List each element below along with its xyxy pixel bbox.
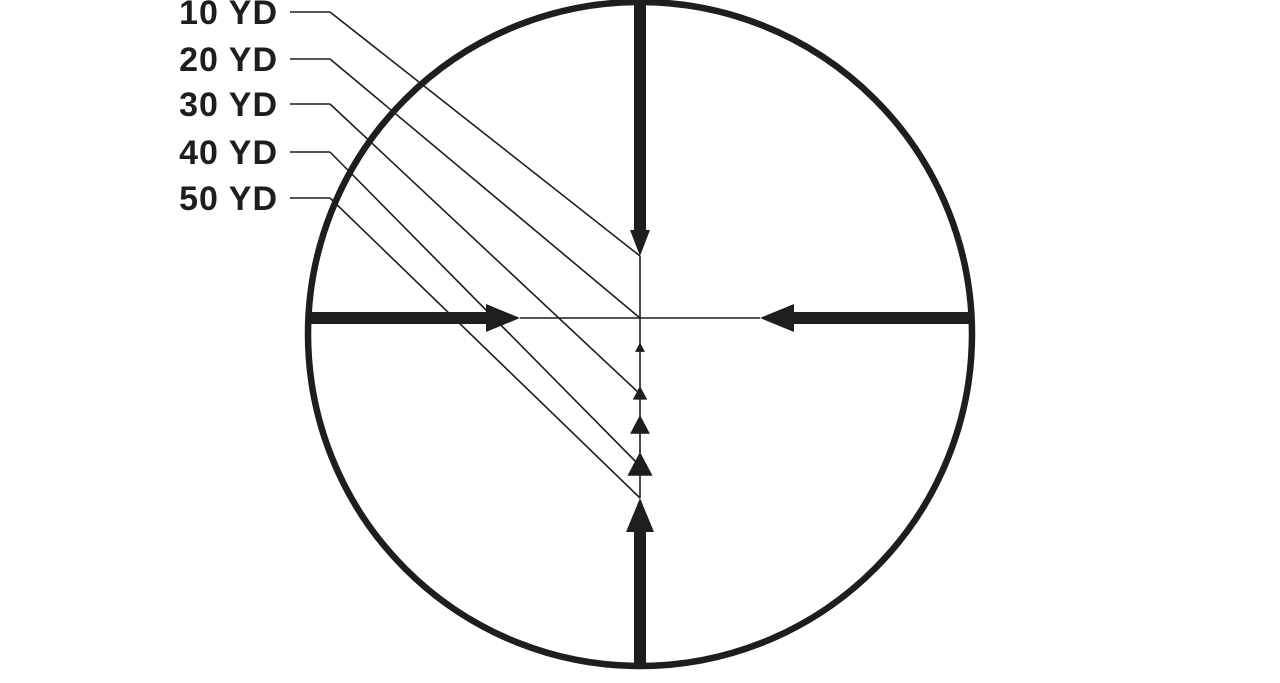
aim-marker-1 — [635, 343, 645, 352]
aim-marker-4 — [627, 452, 652, 476]
reticle-diagram: 10 YD 20 YD 30 YD 40 YD 50 YD — [0, 0, 1280, 683]
post-right-arrow — [760, 304, 794, 332]
yard-label-3: 40 YD — [179, 134, 278, 172]
yard-label-2: 30 YD — [179, 86, 278, 124]
yard-label-0: 10 YD — [179, 0, 278, 32]
post-top-arrow — [630, 230, 650, 256]
leader-d-4 — [330, 198, 640, 498]
leader-d-1 — [330, 59, 640, 318]
yard-label-4: 50 YD — [179, 180, 278, 218]
aim-marker-2 — [633, 386, 647, 400]
leader-d-3 — [330, 152, 640, 466]
post-bottom-arrow — [626, 498, 654, 532]
yard-label-1: 20 YD — [179, 41, 278, 79]
leader-d-2 — [330, 104, 640, 394]
aim-marker-3 — [630, 415, 650, 434]
